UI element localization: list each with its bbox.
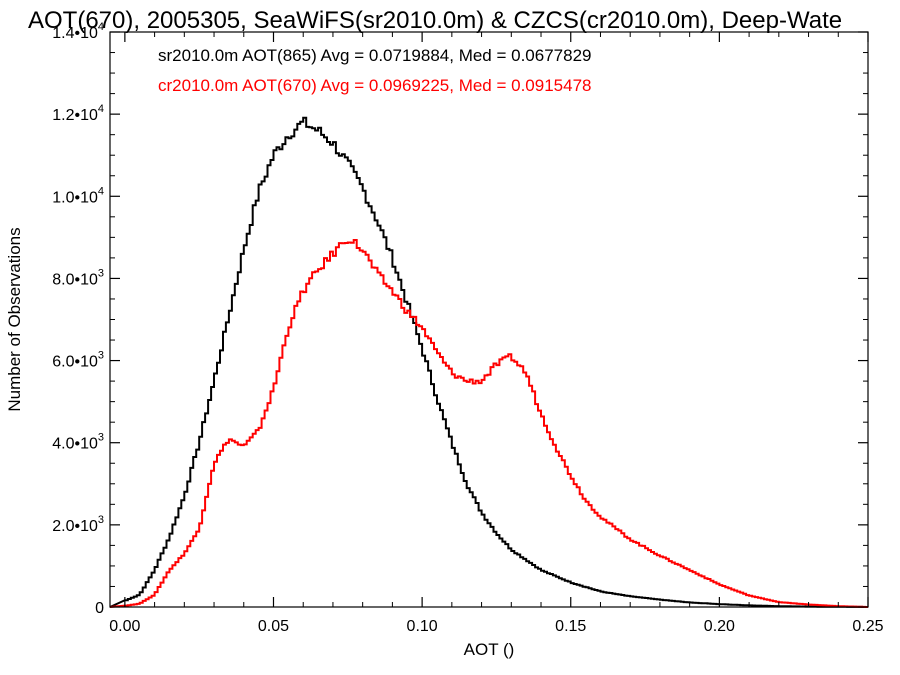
y-tick-label: 1.0•104 xyxy=(52,185,104,206)
x-tick-label: 0.10 xyxy=(407,618,438,635)
x-axis-label: AOT () xyxy=(464,640,515,659)
y-tick-label: 8.0•103 xyxy=(52,267,104,288)
y-tick-label-exponent: 3 xyxy=(98,350,104,362)
y-tick-label-exponent: 3 xyxy=(98,432,104,444)
x-tick-label: 0.15 xyxy=(555,618,586,635)
legend-entry-0: sr2010.0m AOT(865) Avg = 0.0719884, Med … xyxy=(158,46,592,65)
y-tick-label: 1.2•104 xyxy=(52,103,104,124)
y-tick-label-base: 4.0•10 xyxy=(52,436,98,453)
chart-title: AOT(670), 2005305, SeaWiFS(sr2010.0m) & … xyxy=(28,7,842,34)
y-tick-label-exponent: 3 xyxy=(98,267,104,279)
y-tick-label-base: 1.2•10 xyxy=(52,107,98,124)
x-axis: 0.00 0.05 0.10 0.15 0.20 0.25 xyxy=(109,32,884,635)
y-tick-label: 2.0•103 xyxy=(52,514,104,535)
y-tick-label-base: 0 xyxy=(95,600,104,617)
y-tick-label-base: 6.0•10 xyxy=(52,354,98,371)
series-line-1 xyxy=(109,239,868,608)
y-tick-label-base: 8.0•10 xyxy=(52,271,98,288)
series-line-0 xyxy=(109,116,868,608)
x-tick-label: 0.25 xyxy=(852,618,883,635)
x-tick-label: 0.20 xyxy=(704,618,735,635)
y-tick-label-base: 2.0•10 xyxy=(52,518,98,535)
y-axis: 02.0•1034.0•1036.0•1038.0•1031.0•1041.2•… xyxy=(52,21,868,617)
y-tick-label-base: 1.4•10 xyxy=(52,25,98,42)
y-tick-label: 4.0•103 xyxy=(52,432,104,453)
y-tick-label-exponent: 4 xyxy=(98,21,104,33)
y-tick-label-exponent: 3 xyxy=(98,514,104,526)
y-tick-label-exponent: 4 xyxy=(98,103,104,115)
y-tick-label-exponent: 4 xyxy=(98,185,104,197)
legend: sr2010.0m AOT(865) Avg = 0.0719884, Med … xyxy=(158,46,592,95)
y-tick-label: 6.0•103 xyxy=(52,350,104,371)
x-tick-label: 0.05 xyxy=(258,618,289,635)
y-tick-label: 0 xyxy=(95,600,104,617)
plot-series-group xyxy=(109,116,868,608)
x-tick-label: 0.00 xyxy=(109,618,140,635)
legend-entry-1: cr2010.0m AOT(670) Avg = 0.0969225, Med … xyxy=(158,76,592,95)
y-tick-label: 1.4•104 xyxy=(52,21,104,42)
y-tick-label-base: 1.0•10 xyxy=(52,189,98,206)
y-axis-label: Number of Observations xyxy=(5,227,24,411)
